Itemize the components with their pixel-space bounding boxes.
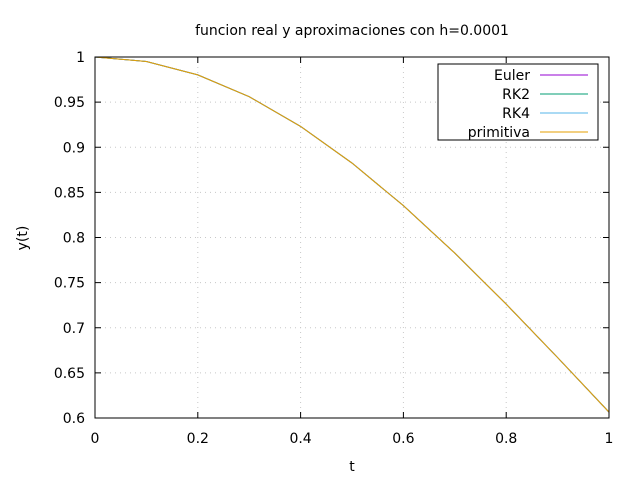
series-lines: [94, 56, 610, 413]
y-tick-label: 0.6: [63, 411, 85, 427]
y-tick-label: 0.65: [54, 366, 85, 382]
y-tick-label: 0.9: [63, 140, 85, 156]
legend: Euler RK2 RK4 primitiva: [437, 63, 599, 141]
y-tick-label: 1: [76, 50, 85, 66]
y-tick-labels: 0.6 0.65 0.7 0.75 0.8 0.85 0.9 0.95 1: [54, 50, 85, 427]
series-line-primitiva: [94, 56, 610, 413]
chart-title: funcion real y aproximaciones con h=0.00…: [195, 23, 509, 39]
legend-label: Euler: [494, 68, 530, 84]
y-tick-label: 0.85: [54, 185, 85, 201]
x-tick-label: 0.8: [495, 431, 517, 447]
legend-box: [437, 63, 599, 141]
legend-entries: Euler RK2 RK4 primitiva: [468, 68, 588, 141]
x-axis-label: t: [349, 459, 355, 475]
y-tick-label: 0.7: [63, 321, 85, 337]
plot-frame: [94, 56, 610, 419]
x-tick-label: 0: [91, 431, 100, 447]
legend-label: RK4: [502, 106, 530, 122]
x-tick-label: 0.6: [392, 431, 414, 447]
y-tick-label: 0.95: [54, 95, 85, 111]
y-axis-label: y(t): [15, 226, 31, 251]
y-tick-label: 0.75: [54, 276, 85, 292]
x-tick-labels: 0 0.2 0.4 0.6 0.8 1: [91, 431, 614, 447]
legend-label: primitiva: [468, 125, 530, 141]
y-tick-label: 0.8: [63, 231, 85, 247]
legend-label: RK2: [502, 87, 530, 103]
x-tick-label: 1: [605, 431, 614, 447]
x-tick-label: 0.4: [289, 431, 311, 447]
x-tick-label: 0.2: [187, 431, 209, 447]
